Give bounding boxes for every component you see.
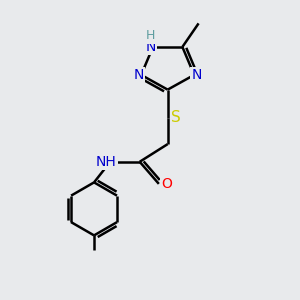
Text: S: S — [171, 110, 181, 125]
Text: NH: NH — [95, 155, 116, 169]
Text: H: H — [146, 29, 155, 42]
Text: N: N — [146, 40, 156, 54]
Text: O: O — [162, 177, 172, 191]
Text: N: N — [191, 68, 202, 82]
Text: N: N — [134, 68, 144, 82]
